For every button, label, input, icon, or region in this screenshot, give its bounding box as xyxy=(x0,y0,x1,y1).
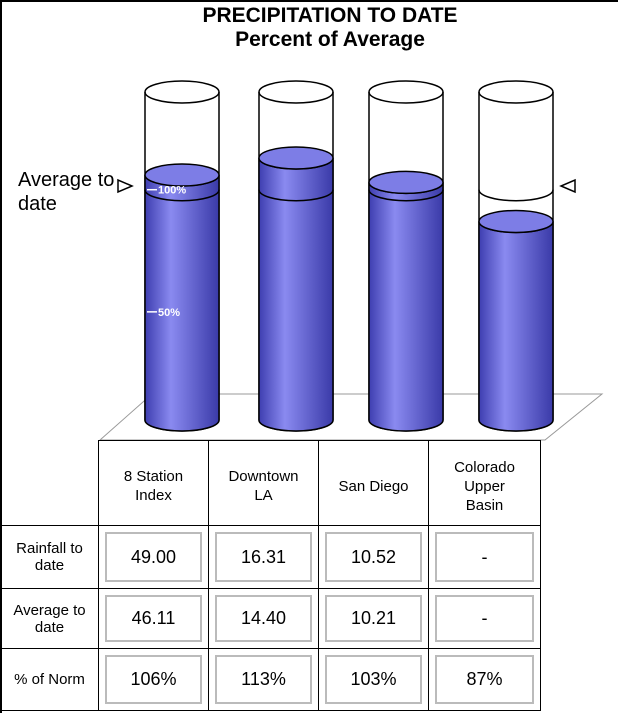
table-cell: 14.40 xyxy=(208,588,319,649)
liquid-top xyxy=(478,209,554,234)
table-cell: 106% xyxy=(98,648,209,711)
table-cell: San Diego xyxy=(318,440,429,526)
arrow xyxy=(117,178,134,194)
chart-subtitle: Percent of Average xyxy=(235,28,425,51)
table-cell: 10.21 xyxy=(318,588,429,649)
table-value: 106% xyxy=(105,655,202,704)
liquid xyxy=(478,221,554,432)
table-value: 49.00 xyxy=(105,532,202,582)
table-cell: 87% xyxy=(428,648,541,711)
table-value: - xyxy=(435,595,534,642)
cylinder-rim xyxy=(478,80,554,104)
table-cell: 10.52 xyxy=(318,525,429,589)
table-cell: 46.11 xyxy=(98,588,209,649)
liquid xyxy=(144,174,220,432)
column-header: San Diego xyxy=(338,477,409,495)
table-value: 87% xyxy=(435,655,534,704)
table-value: 103% xyxy=(325,655,422,704)
table-value: 10.52 xyxy=(325,532,422,582)
y-tick-label: 50% xyxy=(158,307,180,319)
table-cell: 103% xyxy=(318,648,429,711)
annotation: Average to date xyxy=(18,169,115,215)
table-value: 113% xyxy=(215,655,312,704)
column-header: 8 Station Index xyxy=(123,468,184,504)
table-cell: Average to date xyxy=(0,588,99,649)
table-cell: Downtown LA xyxy=(208,440,319,526)
table-value: 46.11 xyxy=(105,595,202,642)
liquid xyxy=(258,157,334,432)
row-label: % of Norm xyxy=(14,671,85,688)
table-cell: Colorado Upper Basin xyxy=(428,440,541,526)
average-ring xyxy=(478,189,554,202)
arrow xyxy=(559,178,576,194)
table-cell: 49.00 xyxy=(98,525,209,589)
liquid-top xyxy=(258,146,334,170)
row-label: Rainfall to date xyxy=(16,540,83,574)
liquid-top xyxy=(368,170,444,195)
table-value: - xyxy=(435,532,534,582)
liquid-top xyxy=(144,163,220,187)
table-cell: - xyxy=(428,525,541,589)
table-value: 16.31 xyxy=(215,532,312,582)
cylinder-rim xyxy=(368,80,444,104)
average-ring xyxy=(144,189,220,202)
column-header: Downtown LA xyxy=(228,468,299,504)
cylinder-rim xyxy=(144,80,220,104)
column-header: Colorado Upper Basin xyxy=(454,458,515,514)
table-cell: Rainfall to date xyxy=(0,525,99,589)
table-cell: 8 Station Index xyxy=(98,440,209,526)
table-cell: 16.31 xyxy=(208,525,319,589)
chart-title: PRECIPITATION TO DATE xyxy=(202,4,457,27)
row-label: Average to date xyxy=(13,601,86,636)
cylinder-rim xyxy=(258,80,334,104)
liquid xyxy=(368,182,444,432)
table-value: 14.40 xyxy=(215,595,312,642)
average-ring xyxy=(258,189,334,202)
average-ring xyxy=(368,189,444,202)
y-tick-label: 100% xyxy=(158,185,186,197)
table-cell: % of Norm xyxy=(0,648,99,711)
table-cell: 113% xyxy=(208,648,319,711)
table-value: 10.21 xyxy=(325,595,422,642)
table-cell: - xyxy=(428,588,541,649)
